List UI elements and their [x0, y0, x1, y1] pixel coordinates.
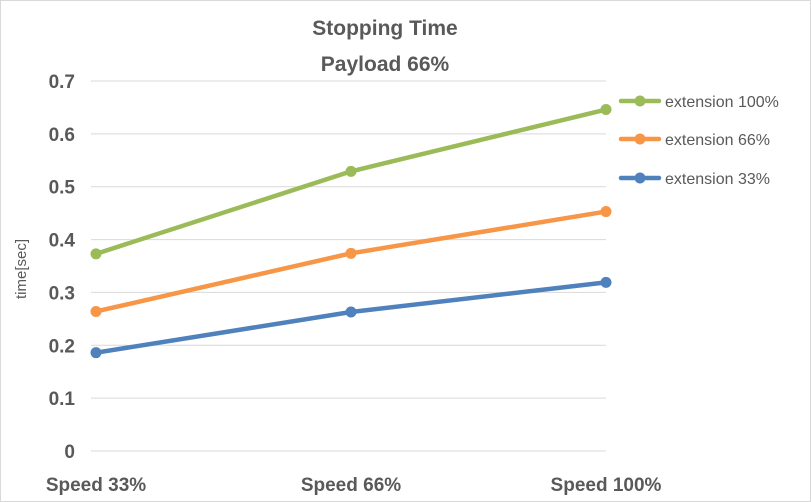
y-tick-label: 0.5	[49, 178, 76, 199]
y-tick-label: 0.4	[49, 231, 76, 252]
y-tick-label: 0	[64, 442, 75, 463]
x-tick-label: Speed 66%	[301, 475, 401, 496]
series-line	[93, 107, 609, 257]
chart-title: Stopping Time	[312, 17, 457, 40]
data-point	[600, 206, 612, 218]
x-tick-label: Speed 100%	[551, 475, 662, 496]
x-tick-label: Speed 33%	[46, 475, 146, 496]
chart-subtitle: Payload 66%	[321, 53, 450, 76]
data-point	[600, 276, 612, 288]
x-axis-ticks: Speed 33% Speed 66% Speed 100%	[46, 475, 662, 496]
y-tick-label: 0.1	[49, 389, 76, 410]
y-axis-ticks: 0 0.1 0.2 0.3 0.4 0.5 0.6 0.7	[49, 72, 76, 463]
data-point	[90, 305, 102, 317]
legend-label: extension 33%	[665, 171, 770, 188]
data-point	[345, 165, 357, 177]
legend-marker	[634, 172, 646, 184]
series-lines	[90, 104, 612, 359]
y-tick-label: 0.7	[49, 72, 75, 93]
legend: extension 100% extension 66% extension 33%	[618, 94, 779, 188]
legend-label: extension 66%	[665, 132, 770, 149]
data-point	[90, 248, 102, 260]
series-line	[93, 209, 609, 314]
data-point	[345, 306, 357, 318]
y-axis-label: time[sec]	[13, 239, 30, 299]
y-tick-label: 0.2	[49, 336, 75, 357]
legend-marker	[634, 133, 646, 145]
y-tick-label: 0.6	[49, 125, 75, 146]
legend-marker	[634, 95, 646, 107]
data-point	[90, 347, 102, 359]
y-tick-label: 0.3	[49, 283, 75, 304]
data-point	[600, 104, 612, 116]
legend-label: extension 100%	[665, 94, 779, 111]
data-point	[345, 247, 357, 259]
gridlines	[91, 80, 606, 452]
